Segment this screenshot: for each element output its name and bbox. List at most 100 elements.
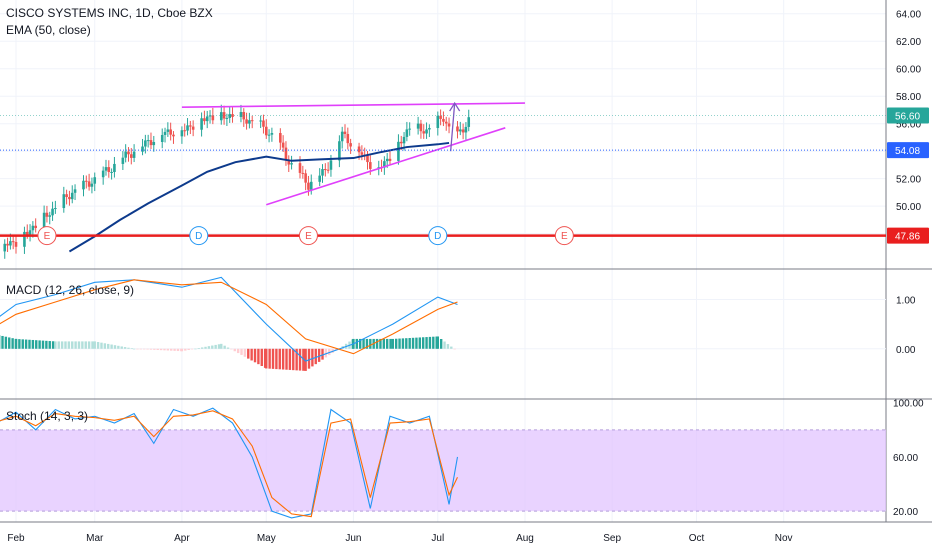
time-tick-label: Oct <box>689 533 705 544</box>
candle-body <box>428 128 431 130</box>
macd-histogram-bar <box>67 341 71 349</box>
macd-histogram-bar <box>243 348 247 357</box>
macd-histogram-bar <box>159 348 163 351</box>
stoch-legend[interactable]: Stoch (14, 3, 3) <box>6 409 89 423</box>
candle-body <box>425 129 428 134</box>
candle-body <box>163 131 167 135</box>
macd-histogram-bar <box>292 348 295 371</box>
macd-histogram-bar <box>113 345 117 349</box>
candle-body <box>264 126 268 136</box>
macd-histogram-bar <box>64 341 67 349</box>
macd-histogram-bar <box>96 342 100 349</box>
macd-histogram-bar <box>48 341 51 349</box>
price-tick-label: 62.00 <box>896 37 921 48</box>
macd-histogram-bar <box>156 348 159 350</box>
macd-legend[interactable]: MACD (12, 26, close, 9) <box>6 283 135 297</box>
macd-histogram-bar <box>358 338 362 349</box>
candle-body <box>422 131 426 134</box>
candle-body <box>211 115 215 121</box>
candle-body <box>439 115 442 119</box>
candle-body <box>279 133 282 143</box>
macd-histogram-bar <box>321 348 324 360</box>
macd-histogram-bar <box>432 336 435 349</box>
macd-histogram-bar <box>328 348 331 356</box>
macd-histogram-bar <box>362 338 365 349</box>
macd-histogram-bar <box>100 342 103 349</box>
candle-body <box>124 151 127 158</box>
event-marker-label: D <box>195 231 202 242</box>
candle-body <box>203 118 206 122</box>
price-tick-label: 64.00 <box>896 10 921 21</box>
candle-body <box>205 116 209 122</box>
macd-histogram-bar <box>436 336 439 349</box>
candle-body <box>141 146 144 152</box>
candle-body <box>160 134 164 142</box>
candle-body <box>326 169 330 171</box>
macd-histogram-bar <box>446 344 450 349</box>
candle-body <box>402 136 406 144</box>
macd-histogram-bar <box>136 348 139 350</box>
macd-histogram-bar <box>233 348 236 352</box>
macd-histogram-bar <box>93 341 96 349</box>
candle-body <box>324 169 327 171</box>
macd-histogram-bar <box>247 348 250 359</box>
macd-histogram-bar <box>220 343 223 349</box>
macd-histogram-bar <box>382 338 386 349</box>
macd-histogram-bar <box>107 343 110 349</box>
macd-histogram-bar <box>184 348 187 351</box>
macd-histogram-bar <box>149 348 153 350</box>
macd-histogram-bar <box>18 339 21 349</box>
stoch-d-line <box>0 410 458 518</box>
macd-histogram-bar <box>170 348 173 351</box>
stoch-tick-label: 100.00 <box>893 399 924 410</box>
macd-histogram-bar <box>153 348 156 350</box>
candle-body <box>301 172 305 174</box>
candle-body <box>113 163 116 172</box>
macd-histogram-bar <box>268 348 271 369</box>
candle-body <box>442 118 445 122</box>
macd-line <box>0 276 458 362</box>
time-tick-label: Apr <box>174 533 190 544</box>
candle-body <box>408 128 411 130</box>
macd-histogram-bar <box>226 347 230 349</box>
macd-histogram-bar <box>51 341 55 349</box>
candle-body <box>85 180 88 182</box>
symbol-title[interactable]: CISCO SYSTEMS INC, 1D, Cboe BZX <box>6 6 213 20</box>
macd-histogram-bar <box>365 338 369 349</box>
candle-body <box>464 126 468 133</box>
macd-histogram-bar <box>84 341 87 349</box>
price-tick-label: 60.00 <box>896 65 921 76</box>
macd-histogram-bar <box>418 337 422 349</box>
candle-body <box>51 208 54 216</box>
macd-histogram-bar <box>173 348 176 351</box>
macd-histogram-bar <box>391 338 395 349</box>
candle-body <box>104 167 108 171</box>
candle-body <box>228 114 232 118</box>
macd-histogram-bar <box>421 337 425 349</box>
time-tick-label: Feb <box>7 533 25 544</box>
macd-histogram-bar <box>45 340 48 349</box>
candle-body <box>144 140 147 147</box>
macd-histogram-bar <box>143 348 146 350</box>
macd-histogram-bar <box>74 341 77 349</box>
candle-body <box>321 169 324 176</box>
event-marker-e <box>298 226 318 246</box>
macd-histogram-bar <box>24 339 28 349</box>
ema-legend[interactable]: EMA (50, close) <box>6 23 91 37</box>
candle-body <box>62 194 66 209</box>
candle-body <box>385 158 389 162</box>
event-marker-e <box>37 226 57 246</box>
candle-body <box>329 160 333 170</box>
macd-histogram-bar <box>217 344 221 349</box>
candle-body <box>54 208 57 210</box>
macd-histogram-bar <box>394 338 398 349</box>
candle-body <box>189 125 192 127</box>
support-price-tag-label: 47.86 <box>895 232 920 243</box>
macd-histogram-bar <box>307 348 311 369</box>
candle-body <box>262 120 265 127</box>
macd-histogram-bar <box>324 348 328 358</box>
candle-body <box>416 123 420 129</box>
candle-body <box>11 241 15 243</box>
event-marker-d <box>428 226 448 246</box>
